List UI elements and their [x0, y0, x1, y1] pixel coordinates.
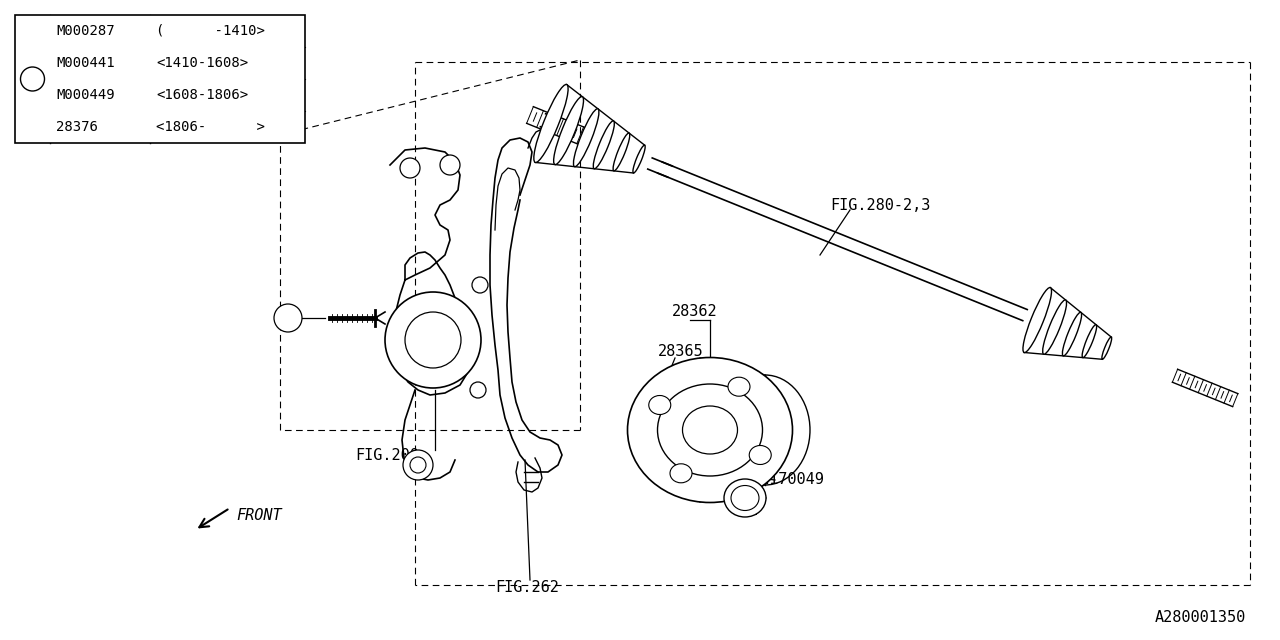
Circle shape [410, 457, 426, 473]
Ellipse shape [534, 84, 568, 163]
Text: 1: 1 [284, 311, 292, 325]
Text: 1: 1 [28, 72, 37, 86]
Text: FRONT: FRONT [236, 508, 282, 522]
Text: 28365: 28365 [658, 344, 704, 360]
Ellipse shape [1082, 324, 1097, 358]
Text: <1608-1806>: <1608-1806> [156, 88, 248, 102]
Circle shape [399, 158, 420, 178]
Circle shape [274, 304, 302, 332]
Text: (      -1410>: ( -1410> [156, 24, 265, 38]
Ellipse shape [649, 396, 671, 415]
Ellipse shape [573, 109, 599, 166]
Ellipse shape [728, 377, 750, 396]
Ellipse shape [669, 464, 692, 483]
Ellipse shape [1043, 300, 1066, 355]
Ellipse shape [682, 406, 737, 454]
Text: 28376: 28376 [56, 120, 97, 134]
Text: N170049: N170049 [760, 472, 824, 488]
Ellipse shape [554, 97, 584, 164]
Circle shape [385, 292, 481, 388]
Text: M000287: M000287 [56, 24, 115, 38]
Circle shape [20, 67, 45, 91]
Ellipse shape [658, 384, 763, 476]
Ellipse shape [627, 358, 792, 502]
Text: M000449: M000449 [56, 88, 115, 102]
Ellipse shape [731, 486, 759, 511]
Bar [15, 15, 305, 143]
Text: FIG.280-2,3: FIG.280-2,3 [829, 198, 931, 212]
Text: FIG.262: FIG.262 [495, 580, 559, 595]
Text: FIG.200: FIG.200 [355, 447, 419, 463]
Circle shape [404, 312, 461, 368]
Ellipse shape [724, 479, 765, 517]
Ellipse shape [613, 133, 630, 171]
Ellipse shape [1023, 287, 1052, 353]
Ellipse shape [749, 445, 772, 465]
Ellipse shape [1102, 337, 1111, 359]
Circle shape [440, 155, 460, 175]
Ellipse shape [593, 121, 614, 169]
Circle shape [470, 382, 486, 398]
Text: <1410-1608>: <1410-1608> [156, 56, 248, 70]
Circle shape [472, 277, 488, 293]
Text: M000441: M000441 [56, 56, 115, 70]
Circle shape [403, 450, 433, 480]
Ellipse shape [632, 145, 645, 173]
Text: A280001350: A280001350 [1155, 611, 1247, 625]
Ellipse shape [1062, 312, 1082, 356]
Text: 28362: 28362 [672, 305, 718, 319]
Text: <1806-      >: <1806- > [156, 120, 265, 134]
